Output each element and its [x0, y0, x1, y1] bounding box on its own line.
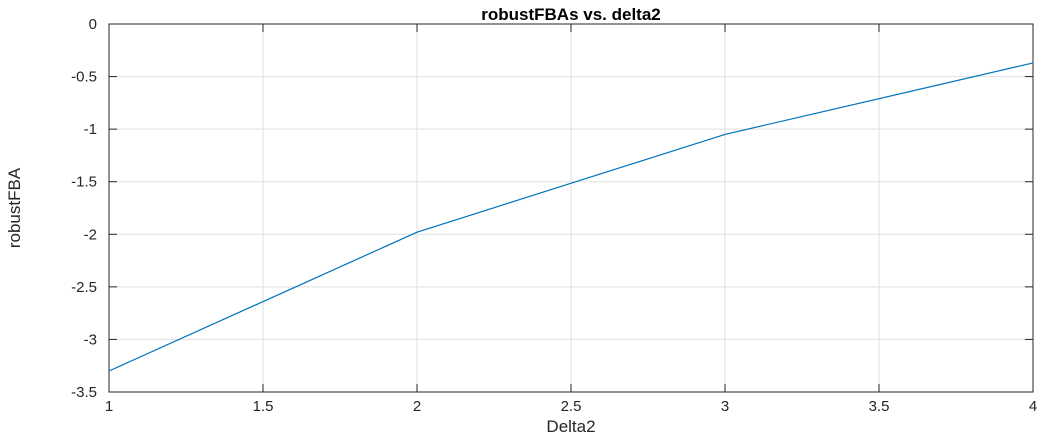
data-point — [724, 133, 726, 135]
x-tick-label: 2.5 — [561, 398, 582, 415]
x-tick-label: 1 — [105, 398, 113, 415]
y-tick-label: -2.5 — [71, 279, 97, 296]
y-tick-label: -3.5 — [71, 384, 97, 401]
grid — [108, 23, 1034, 393]
y-tick-label: -1 — [84, 121, 97, 138]
data-point — [1032, 62, 1034, 64]
series-line — [108, 62, 1034, 372]
axis-ticks — [108, 23, 1034, 393]
y-tick-label: -0.5 — [71, 69, 97, 86]
y-tick-labels: -3.5 -3 -2.5 -2 -1.5 -1 -0.5 0 — [71, 16, 97, 401]
data-point — [416, 231, 418, 233]
x-tick-label: 4 — [1029, 398, 1037, 415]
data-point — [108, 370, 110, 372]
x-tick-label: 3.5 — [869, 398, 890, 415]
y-axis-label: robustFBA — [5, 167, 24, 248]
chart-title: robustFBAs vs. delta2 — [481, 5, 661, 24]
y-tick-label: -3 — [84, 331, 97, 348]
y-tick-label: 0 — [89, 16, 97, 33]
x-tick-label: 2 — [413, 398, 421, 415]
series-group — [108, 62, 1034, 372]
x-tick-label: 3 — [721, 398, 729, 415]
x-tick-labels: 1 1.5 2 2.5 3 3.5 4 — [105, 398, 1037, 415]
x-tick-label: 1.5 — [253, 398, 274, 415]
y-tick-label: -2 — [84, 226, 97, 243]
x-axis-label: Delta2 — [546, 417, 595, 436]
y-tick-label: -1.5 — [71, 174, 97, 191]
